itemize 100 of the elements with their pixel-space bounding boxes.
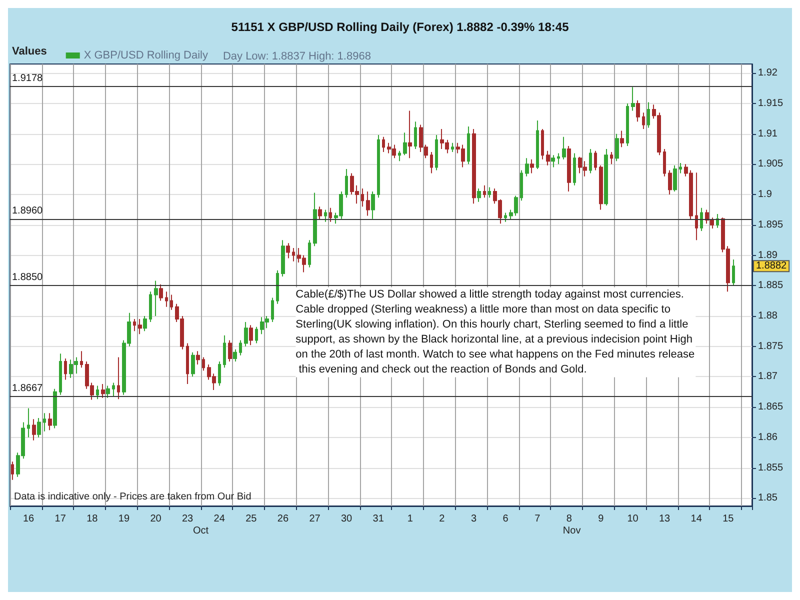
- candlestick: [292, 247, 295, 262]
- candlestick: [170, 294, 173, 310]
- y-tick-label: 1.92: [758, 68, 778, 79]
- candlestick: [732, 259, 735, 286]
- candlestick: [615, 133, 619, 162]
- y-axis-title: Values: [12, 46, 47, 58]
- candlestick: [27, 408, 30, 438]
- candlestick: [626, 102, 629, 146]
- candlestick: [165, 291, 168, 308]
- candlestick: [329, 207, 332, 222]
- candlestick: [281, 240, 285, 277]
- x-tick-label: 2: [439, 514, 446, 524]
- y-tick-label: 1.85: [758, 492, 778, 504]
- chart-title: 51151 X GBP/USD Rolling Daily (Forex) 1.8882 -0.39% 18:45: [231, 20, 570, 34]
- candlestick: [37, 417, 41, 438]
- candlestick: [11, 461, 14, 480]
- candlestick: [276, 270, 279, 304]
- x-tick-label: 19: [118, 514, 130, 524]
- candlestick: [530, 158, 534, 174]
- candlestick: [48, 412, 52, 431]
- candlestick: [573, 152, 576, 186]
- candlestick: [59, 353, 62, 396]
- y-tick-label: 1.91: [758, 128, 778, 140]
- x-tick-label: 14: [690, 514, 702, 524]
- y-tick-label: 1.855: [758, 462, 784, 474]
- candlestick: [567, 145, 571, 192]
- candlestick: [520, 170, 523, 202]
- candlestick: [631, 86, 635, 112]
- candlestick: [32, 418, 36, 441]
- candlestick: [488, 186, 491, 198]
- candlestick: [255, 326, 258, 344]
- x-tick-label: 18: [86, 514, 98, 524]
- candlestick: [186, 342, 189, 384]
- candlestick: [154, 280, 158, 316]
- x-tick-label: 25: [246, 514, 258, 524]
- candlestick: [546, 150, 550, 166]
- candlestick: [435, 134, 438, 171]
- candlestick: [271, 297, 274, 323]
- candlestick: [610, 152, 613, 165]
- candlestick: [159, 284, 163, 302]
- candlestick: [599, 164, 603, 210]
- x-tick-label: 9: [598, 514, 604, 524]
- candlestick: [371, 191, 375, 220]
- y-tick-label: 1.88: [758, 310, 778, 322]
- candlestick: [536, 120, 539, 170]
- x-tick-label: 26: [277, 514, 289, 524]
- candlestick: [604, 148, 608, 206]
- candlestick: [101, 383, 105, 398]
- candlestick: [318, 206, 322, 221]
- chart-subtitle: Day Low: 1.8837 High: 1.8968: [222, 50, 371, 62]
- x-tick-label: 30: [340, 514, 353, 524]
- candlestick: [398, 150, 401, 162]
- candlestick: [557, 152, 560, 165]
- y-tick-label: 1.875: [758, 340, 784, 352]
- candlestick: [504, 212, 507, 222]
- x-tick-label: 6: [502, 514, 509, 524]
- candlestick: [647, 102, 650, 128]
- y-tick-label: 1.885: [758, 280, 784, 292]
- candlestick: [594, 150, 597, 171]
- candlestick: [239, 340, 242, 356]
- candlestick: [202, 356, 205, 372]
- ref-line-label: 1.8667: [12, 383, 44, 394]
- annotation: Cable(£/$)The US Dollar showed a little strength today against most currencies. Cable dropped (Sterling weakness) a little more than most on data specific to Sterling(UK slowing inflation). On this hourly chart, Sterling seemed to find a little support, as shown by the Black horizontal line, at a previous indecision point High on the 20th of last month. Watch to see what happens on the Fed minutes release this evening and check out the reaction of Bonds and Gold.: [296, 288, 696, 376]
- x-tick-label: 13: [658, 514, 671, 524]
- candlestick: [233, 348, 237, 362]
- candlestick: [620, 130, 624, 148]
- legend-label: X GBP/USD Rolling Daily: [84, 50, 208, 62]
- y-tick-label: 1.86: [758, 432, 778, 443]
- candlestick: [366, 191, 370, 216]
- candlestick: [589, 148, 592, 174]
- candlestick: [477, 188, 481, 202]
- candlestick: [408, 110, 412, 159]
- candlestick: [642, 112, 645, 130]
- candlestick: [112, 382, 115, 397]
- x-tick-label: 31: [372, 514, 384, 524]
- candlestick: [451, 142, 454, 153]
- y-tick-label: 1.87: [758, 371, 778, 382]
- candlestick: [53, 388, 57, 429]
- candlestick: [106, 385, 110, 398]
- candlestick: [286, 242, 290, 259]
- x-tick-label: 20: [150, 514, 162, 524]
- candlestick: [467, 126, 470, 165]
- y-tick-label: 1.865: [758, 402, 784, 413]
- candlestick: [249, 324, 253, 346]
- x-tick-label: 16: [22, 514, 35, 524]
- text: 1.8882: [756, 260, 788, 272]
- x-tick-label: 7: [534, 514, 541, 524]
- x-tick-label: 8: [566, 514, 572, 524]
- x-tick-label: 1: [407, 514, 414, 524]
- candlestick: [382, 136, 385, 153]
- candlestick: [117, 356, 120, 400]
- candlestick: [138, 318, 142, 335]
- text: Nov: [562, 526, 581, 536]
- candlestick: [223, 334, 226, 368]
- candlestick: [636, 100, 640, 122]
- candlestick: [541, 128, 544, 160]
- y-tick-label: 1.9: [758, 189, 772, 200]
- y-tick-label: 1.915: [758, 98, 784, 109]
- ref-line-label: 1.9178: [12, 72, 44, 84]
- candlestick: [308, 240, 311, 268]
